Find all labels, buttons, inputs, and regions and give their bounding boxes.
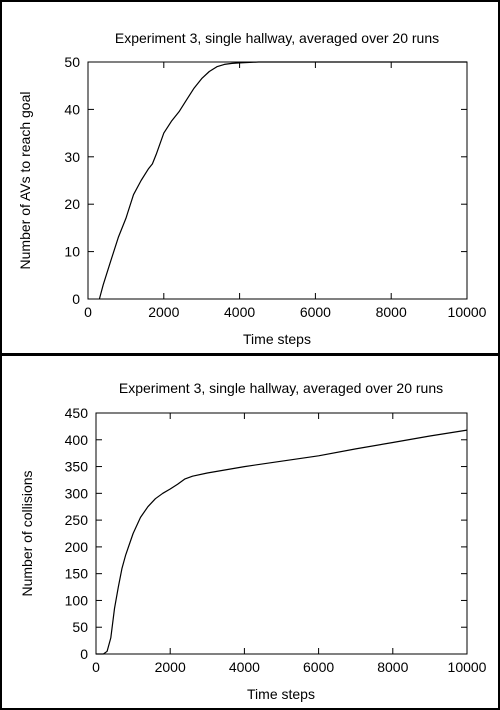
series-line bbox=[96, 429, 468, 655]
y-tick-label: 30 bbox=[64, 149, 80, 165]
y-tick-label: 0 bbox=[72, 291, 80, 307]
panel-collisions-chart: Experiment 3, single hallway, averaged o… bbox=[0, 354, 500, 710]
y-tick-label: 200 bbox=[65, 539, 89, 555]
y-tick-label: 400 bbox=[65, 432, 89, 448]
y-tick-label: 50 bbox=[64, 54, 80, 70]
plot-area bbox=[87, 61, 468, 300]
x-tick-label: 2000 bbox=[155, 659, 186, 675]
panel-frame bbox=[0, 354, 500, 710]
panel-goal-chart: Experiment 3, single hallway, averaged o… bbox=[0, 0, 500, 355]
y-tick-label: 150 bbox=[65, 566, 89, 582]
x-tick-label: 8000 bbox=[377, 659, 408, 675]
y-axis-ticks: 0 10 20 30 40 50 bbox=[64, 54, 467, 307]
x-axis-ticks: 0 2000 4000 6000 8000 10000 bbox=[84, 62, 487, 320]
y-axis-label: Number of AVs to reach goal bbox=[17, 92, 33, 270]
y-tick-label: 250 bbox=[65, 512, 89, 528]
x-tick-label: 6000 bbox=[303, 659, 334, 675]
y-axis-ticks: 0 50 100 150 200 250 300 350 400 450 bbox=[65, 405, 467, 662]
y-tick-label: 450 bbox=[65, 405, 89, 421]
x-tick-label: 2000 bbox=[148, 304, 179, 320]
x-tick-label: 10000 bbox=[448, 304, 487, 320]
x-tick-label: 4000 bbox=[224, 304, 255, 320]
y-axis-label: Number of collisions bbox=[19, 470, 35, 596]
y-tick-label: 10 bbox=[64, 244, 80, 260]
series-line bbox=[98, 61, 467, 300]
series-group bbox=[98, 61, 467, 300]
x-axis-ticks: 0 2000 4000 6000 8000 10000 bbox=[92, 413, 487, 675]
series-group bbox=[96, 429, 468, 655]
y-tick-label: 300 bbox=[65, 485, 89, 501]
y-tick-label: 0 bbox=[80, 646, 88, 662]
x-tick-label: 8000 bbox=[376, 304, 407, 320]
x-tick-label: 0 bbox=[92, 659, 100, 675]
x-tick-label: 10000 bbox=[448, 659, 487, 675]
x-axis-label: Time steps bbox=[243, 331, 311, 347]
x-tick-label: 6000 bbox=[300, 304, 331, 320]
x-axis-label: Time steps bbox=[247, 686, 315, 702]
chart-title: Experiment 3, single hallway, averaged o… bbox=[119, 380, 443, 396]
x-tick-label: 4000 bbox=[229, 659, 260, 675]
y-tick-label: 350 bbox=[65, 459, 89, 475]
y-tick-label: 40 bbox=[64, 101, 80, 117]
x-tick-label: 0 bbox=[84, 304, 92, 320]
chart-title: Experiment 3, single hallway, averaged o… bbox=[115, 30, 439, 46]
plot-area bbox=[95, 412, 468, 655]
y-tick-label: 50 bbox=[72, 619, 88, 635]
y-tick-label: 100 bbox=[65, 592, 89, 608]
y-tick-label: 20 bbox=[64, 196, 80, 212]
